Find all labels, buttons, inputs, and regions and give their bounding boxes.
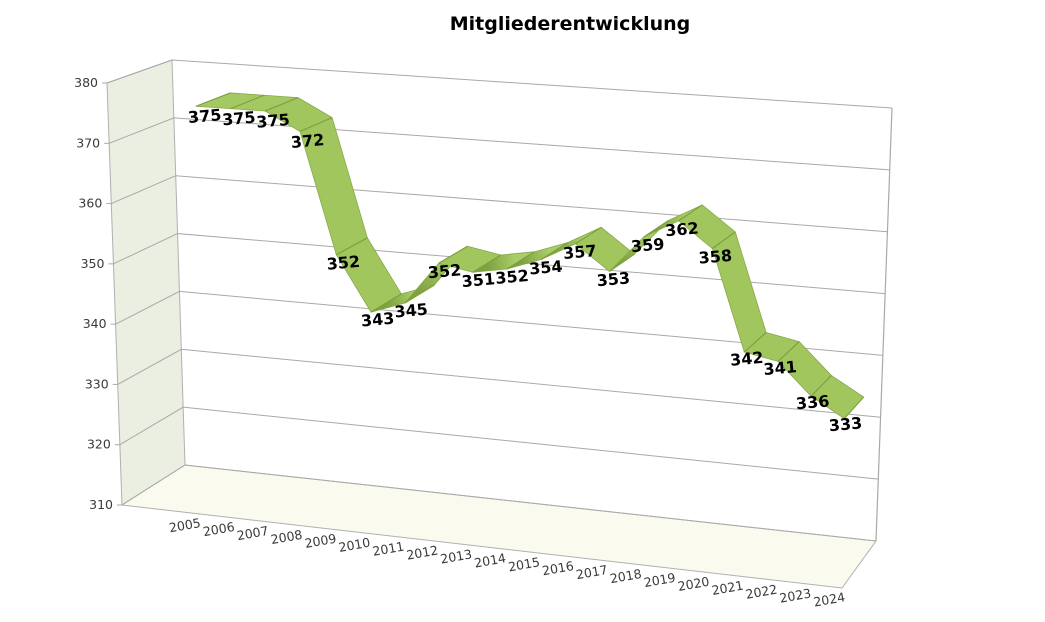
x-tick-label: 2017 (575, 562, 609, 582)
ribbon-fold-line (678, 204, 703, 222)
ribbon-fold-line (336, 237, 368, 256)
x-tick-label: 2006 (202, 519, 236, 539)
ribbon-fold-line (810, 375, 832, 397)
x-tick-label: 2013 (439, 546, 473, 566)
grid-line (119, 406, 879, 480)
x-tick-label: 2019 (643, 570, 677, 590)
ribbon-fold-line (743, 332, 767, 353)
ribbon-fold-line (609, 253, 635, 272)
x-tick-label: 2021 (711, 578, 745, 598)
ribbon-fold-line (777, 341, 800, 362)
grid-line (106, 59, 893, 109)
ribbon-fold-line (472, 254, 502, 273)
x-tick-label: 2024 (812, 589, 846, 609)
floor (120, 464, 877, 589)
y-tick-label: 380 (74, 75, 98, 90)
x-tick-label: 2022 (744, 582, 778, 602)
data-label: 357 (562, 241, 597, 263)
ribbon-fold-line (575, 226, 602, 245)
data-label: 342 (729, 348, 764, 370)
data-label: 375 (256, 110, 291, 132)
x-tick-label: 2023 (778, 585, 812, 605)
data-label: 353 (596, 268, 631, 290)
y-tick-label: 350 (81, 256, 105, 271)
ribbon-fold-line (438, 245, 468, 264)
x-tick-label: 2008 (270, 527, 304, 547)
ribbon-fold-line (712, 231, 736, 249)
x-tick-label: 2015 (507, 554, 541, 574)
data-label: 375 (221, 108, 256, 130)
ribbon-fold-line (264, 97, 299, 112)
data-label: 336 (795, 391, 830, 413)
data-labels: 375 375 3753723523433453523513523543573533… (187, 105, 863, 435)
series-ribbon (195, 92, 865, 419)
y-tick-label: 320 (87, 437, 111, 452)
grid-line (117, 348, 881, 418)
ribbon-fold-line (404, 284, 435, 304)
left-wall (106, 59, 186, 506)
grid-lines (102, 59, 893, 542)
x-tick-label: 2011 (371, 539, 405, 559)
x-tick-label: 2010 (337, 535, 371, 555)
x-tick-label: 2005 (168, 515, 202, 535)
data-label: 341 (763, 357, 798, 379)
back-wall-right-edge (875, 107, 893, 542)
x-tick-label: 2020 (677, 574, 711, 594)
x-tick-label: 2009 (304, 531, 338, 551)
y-tick-label: 360 (78, 196, 102, 211)
y-tick-label: 310 (89, 497, 113, 512)
ribbon-fold-line (540, 242, 568, 260)
ribbon-fold-line (843, 396, 865, 419)
x-tick-label: 2014 (473, 550, 507, 570)
ribbon-fold-line (299, 117, 333, 132)
data-label: 354 (528, 257, 563, 279)
data-label: 351 (461, 269, 496, 291)
grid-line (115, 290, 883, 356)
x-tick-label: 2018 (609, 566, 643, 586)
grid-line (111, 175, 888, 233)
data-label: 359 (630, 234, 665, 256)
x-tick-label: 2012 (405, 542, 439, 562)
data-label: 352 (326, 252, 361, 274)
ribbon-fold-line (230, 94, 265, 110)
ribbon-fold-line (643, 220, 669, 238)
grid-line (121, 464, 877, 542)
y-tick-label: 340 (83, 316, 107, 331)
x-tick-label: 2007 (236, 523, 270, 543)
ribbon-fold-line (506, 251, 535, 270)
chart-title: Mitgliederentwicklung (450, 13, 691, 35)
grid-line (108, 117, 890, 171)
ribbon-fold-line (370, 293, 402, 313)
x-tick-label: 2016 (541, 558, 575, 578)
data-label: 375 (187, 105, 222, 127)
axis-labels: 310 320 330 340 350 360 370 380 2005 2006 2007 2008… (74, 75, 846, 610)
y-tick-label: 330 (85, 376, 109, 391)
data-label: 352 (495, 266, 530, 288)
y-tick-label: 370 (76, 135, 100, 150)
data-label: 343 (360, 309, 395, 331)
data-label: 362 (664, 218, 699, 240)
data-label: 358 (698, 246, 733, 268)
grid-line (113, 233, 886, 295)
data-label: 352 (427, 260, 462, 282)
plot-walls (106, 59, 893, 589)
data-label: 345 (394, 300, 429, 322)
data-label: 333 (828, 413, 863, 435)
ribbon-fold-line (195, 92, 231, 107)
data-label: 372 (290, 130, 325, 152)
